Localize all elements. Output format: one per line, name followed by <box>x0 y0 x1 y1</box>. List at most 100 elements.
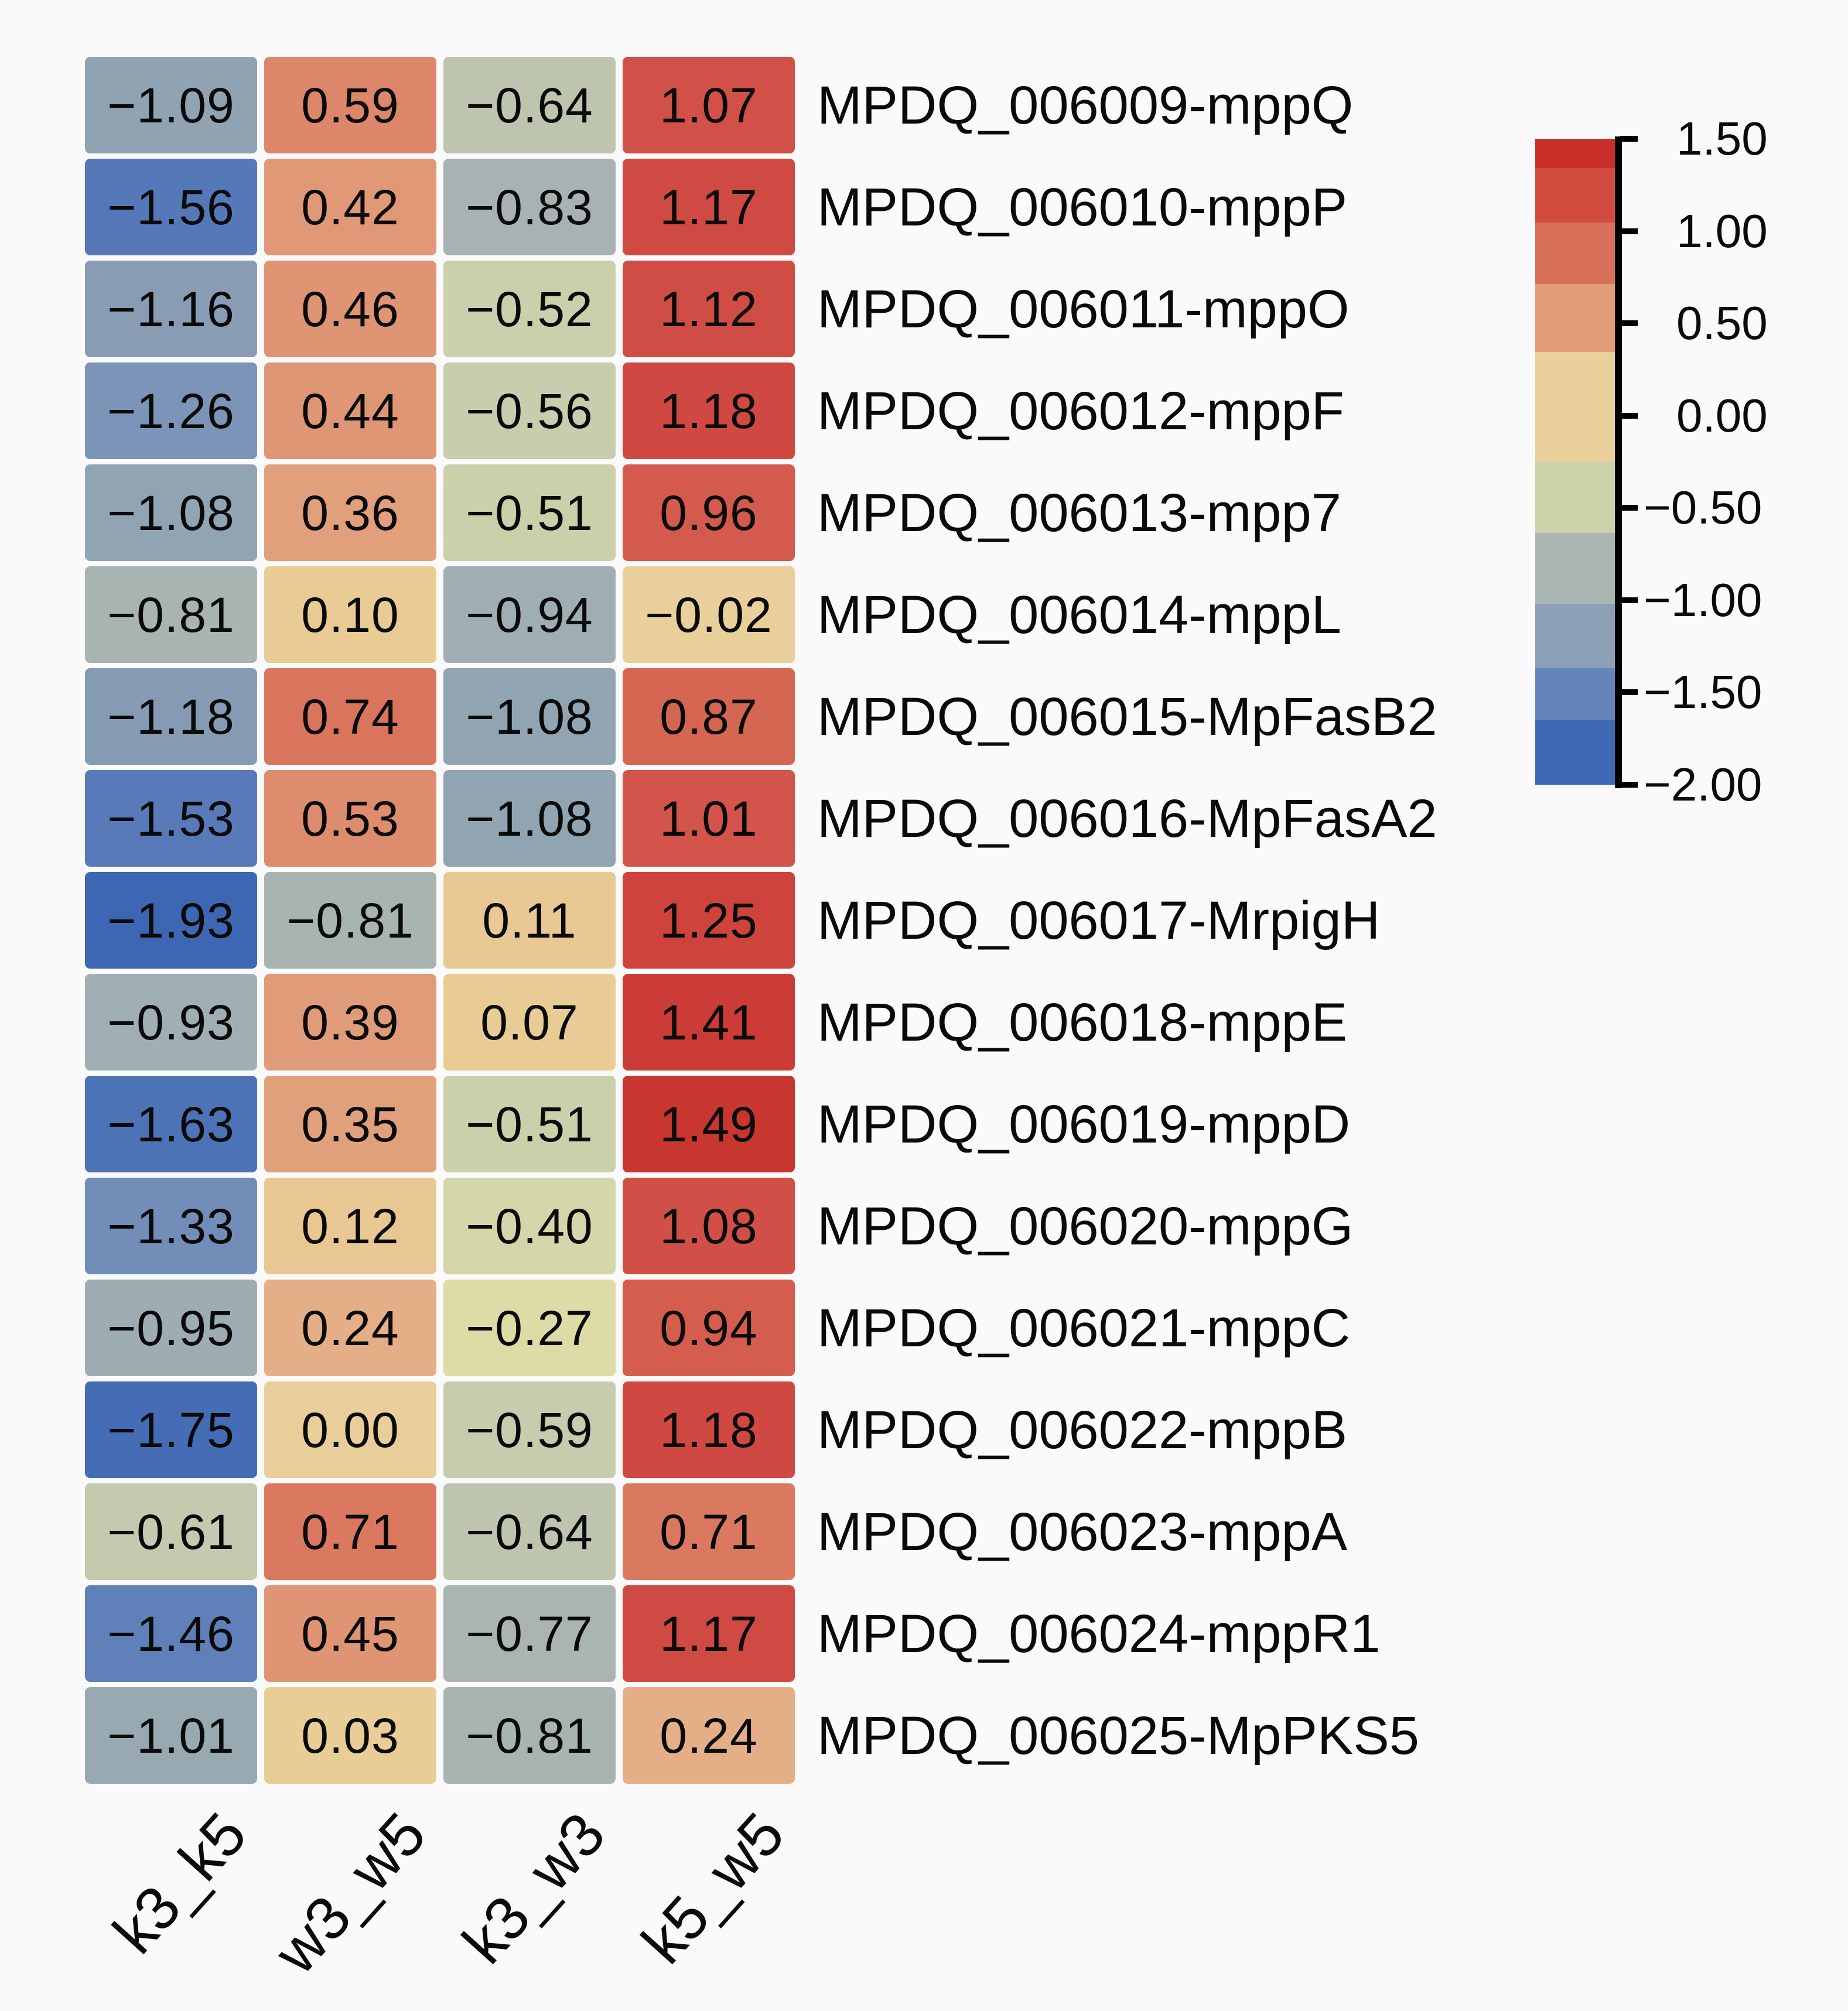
heatmap-cell: 0.87 <box>623 668 795 765</box>
legend-colorbar-band <box>1535 223 1618 285</box>
heatmap-cell: 0.11 <box>443 872 616 969</box>
heatmap-cell: 0.94 <box>623 1280 795 1376</box>
heatmap-cell: −0.02 <box>623 566 795 663</box>
heatmap-cell: −0.94 <box>443 566 616 663</box>
column-label: k3_w3 <box>450 1800 619 1977</box>
legend-colorbar-band <box>1535 604 1618 669</box>
row-label: MPDQ_006020-mppG <box>817 1196 1354 1256</box>
column-label: k5_w5 <box>629 1800 798 1977</box>
legend-tick <box>1620 505 1638 511</box>
heatmap-cell: 0.45 <box>264 1585 436 1682</box>
legend-colorbar-band <box>1535 139 1618 169</box>
heatmap-cell: −1.01 <box>85 1687 257 1784</box>
legend-tick-label: −0.50 <box>1644 481 1762 534</box>
legend-colorbar-band <box>1535 167 1618 224</box>
row-label: MPDQ_006009-mppQ <box>817 75 1354 135</box>
row-label: MPDQ_006010-mppP <box>817 177 1348 237</box>
legend-tick <box>1620 412 1638 419</box>
heatmap-cell: −0.93 <box>85 974 257 1071</box>
row-label: MPDQ_006014-mppL <box>817 584 1341 645</box>
heatmap-cell: −1.26 <box>85 362 257 459</box>
heatmap-cell: 0.44 <box>264 362 436 459</box>
heatmap-cell: 1.41 <box>623 974 795 1071</box>
heatmap-cell: −0.40 <box>443 1178 616 1274</box>
heatmap-cell: −1.08 <box>443 668 616 765</box>
row-label: MPDQ_006017-MrpigH <box>817 890 1381 950</box>
legend-colorbar-band <box>1535 351 1618 463</box>
heatmap-cell: −0.27 <box>443 1280 616 1376</box>
heatmap-cell: −0.51 <box>443 1076 616 1172</box>
heatmap-cell: 1.01 <box>623 770 795 867</box>
column-label: k3_k5 <box>100 1800 260 1966</box>
heatmap-cell: 0.53 <box>264 770 436 867</box>
row-label: MPDQ_006025-MpPKS5 <box>817 1705 1419 1766</box>
legend-tick <box>1620 689 1638 696</box>
legend-tick-label: −1.50 <box>1644 666 1762 719</box>
legend-tick <box>1620 228 1638 234</box>
heatmap-cell: 1.07 <box>623 57 795 153</box>
heatmap-cell: 0.36 <box>264 464 436 561</box>
heatmap-cell: −0.81 <box>264 872 436 969</box>
row-label: MPDQ_006011-mppO <box>817 279 1350 339</box>
heatmap-cell: 1.17 <box>623 159 795 255</box>
legend-tick <box>1620 597 1638 603</box>
legend-colorbar-band <box>1535 720 1618 785</box>
row-label: MPDQ_006016-MpFasA2 <box>817 788 1437 849</box>
heatmap-cell: −0.64 <box>443 57 616 153</box>
heatmap-cell: 0.10 <box>264 566 436 663</box>
row-label: MPDQ_006019-mppD <box>817 1094 1351 1154</box>
legend-colorbar-band <box>1535 461 1618 533</box>
legend-tick-label: −1.00 <box>1644 573 1762 626</box>
heatmap-cell: 0.59 <box>264 57 436 153</box>
heatmap-cell: −0.61 <box>85 1483 257 1580</box>
heatmap-cell: −1.16 <box>85 261 257 357</box>
legend-tick-label: −2.00 <box>1644 758 1762 810</box>
heatmap-cell: 0.96 <box>623 464 795 561</box>
heatmap-cell: −1.75 <box>85 1381 257 1478</box>
row-label: MPDQ_006024-mppR1 <box>817 1603 1381 1664</box>
row-label: MPDQ_006023-mppA <box>817 1502 1348 1562</box>
heatmap-cell: −0.51 <box>443 464 616 561</box>
heatmap-cell: −0.77 <box>443 1585 616 1682</box>
heatmap-cell: 0.07 <box>443 974 616 1071</box>
column-label: w3_w5 <box>261 1800 439 1987</box>
heatmap-cell: −1.63 <box>85 1076 257 1172</box>
legend-colorbar <box>1535 139 1618 785</box>
heatmap-cell: −0.81 <box>85 566 257 663</box>
heatmap-cell: 0.42 <box>264 159 436 255</box>
legend-colorbar-band <box>1535 532 1618 605</box>
heatmap-cell: 0.39 <box>264 974 436 1071</box>
legend-tick-label: 1.50 <box>1676 112 1768 165</box>
row-label: MPDQ_006022-mppB <box>817 1400 1348 1460</box>
row-label: MPDQ_006012-mppF <box>817 381 1344 441</box>
row-label: MPDQ_006015-MpFasB2 <box>817 686 1437 747</box>
legend-colorbar-band <box>1535 284 1618 353</box>
heatmap-cell: −1.56 <box>85 159 257 255</box>
legend-tick-label: 0.50 <box>1676 297 1768 350</box>
heatmap-cell: 1.25 <box>623 872 795 969</box>
row-label: MPDQ_006021-mppC <box>817 1298 1351 1358</box>
heatmap-cell: −0.52 <box>443 261 616 357</box>
legend-tick <box>1620 320 1638 327</box>
heatmap-cell: 0.71 <box>264 1483 436 1580</box>
heatmap-cell: 1.17 <box>623 1585 795 1682</box>
heatmap-cell: 0.71 <box>623 1483 795 1580</box>
heatmap-cell: −0.56 <box>443 362 616 459</box>
heatmap-cell: −1.09 <box>85 57 257 153</box>
legend-tick-label: 1.00 <box>1676 204 1768 257</box>
heatmap-cell: 0.03 <box>264 1687 436 1784</box>
heatmap-cell: 0.46 <box>264 261 436 357</box>
heatmap-cell: −1.46 <box>85 1585 257 1682</box>
heatmap-cell: −0.83 <box>443 159 616 255</box>
legend-tick-label: 0.00 <box>1676 389 1768 442</box>
heatmap-cell: 1.49 <box>623 1076 795 1172</box>
heatmap-cell: −0.59 <box>443 1381 616 1478</box>
heatmap-cell: −1.93 <box>85 872 257 969</box>
heatmap-cell: 1.18 <box>623 1381 795 1478</box>
row-label: MPDQ_006018-mppE <box>817 992 1348 1052</box>
heatmap-cell: 1.12 <box>623 261 795 357</box>
heatmap-cell: −0.95 <box>85 1280 257 1376</box>
heatmap-cell: 0.00 <box>264 1381 436 1478</box>
heatmap-cell: −1.08 <box>443 770 616 867</box>
